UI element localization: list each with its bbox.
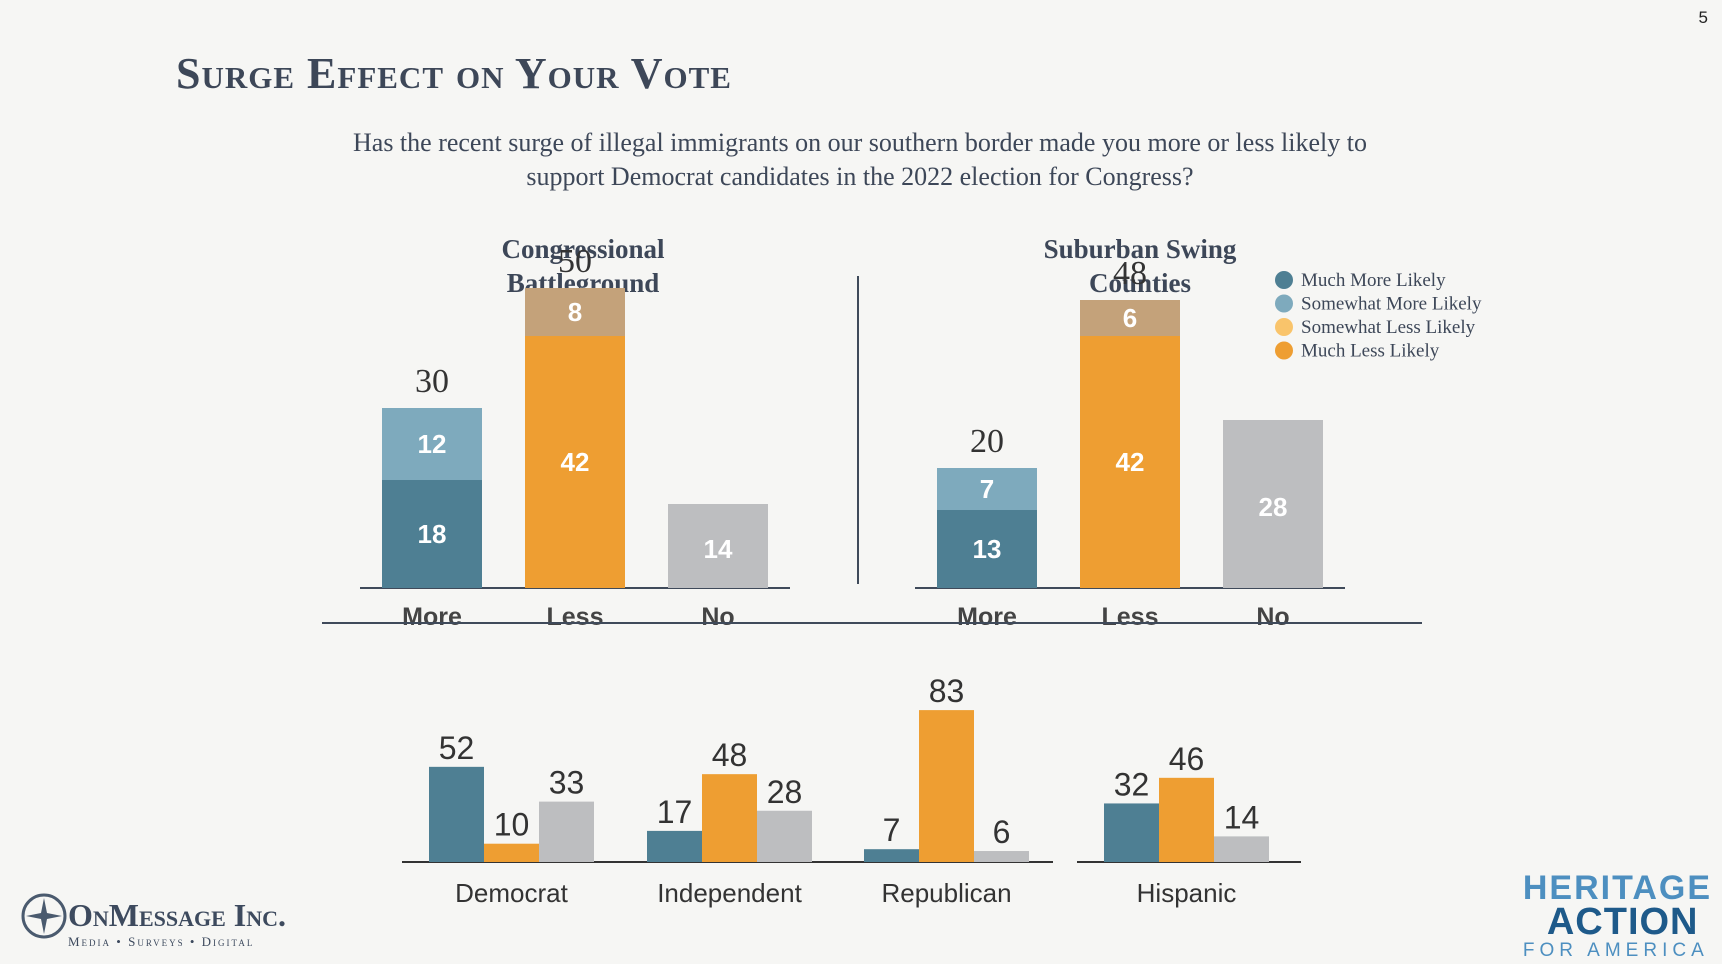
group-category-label: Republican bbox=[881, 878, 1011, 908]
group-bar-value: 33 bbox=[549, 765, 585, 801]
bar-total-label: 20 bbox=[970, 423, 1004, 460]
heritage-line2: ACTION bbox=[1546, 901, 1699, 943]
panel-title-line1: Suburban Swing bbox=[1044, 234, 1237, 264]
bar-segment bbox=[382, 480, 482, 588]
group-bar-value: 52 bbox=[439, 730, 475, 766]
bar-total-label: 48 bbox=[1113, 255, 1147, 292]
bar-value-label: 18 bbox=[418, 519, 447, 549]
bar-segment bbox=[937, 468, 1037, 510]
group-bar-value: 28 bbox=[767, 774, 803, 810]
group-bar bbox=[1214, 836, 1269, 862]
group-bar-value: 46 bbox=[1169, 741, 1205, 777]
category-label: Less bbox=[1102, 603, 1159, 631]
group-bar bbox=[1104, 803, 1159, 862]
category-label: More bbox=[402, 603, 462, 631]
bar-segment bbox=[937, 510, 1037, 588]
heritage-line3: FOR AMERICA bbox=[1522, 940, 1709, 961]
legend-swatch bbox=[1275, 294, 1293, 313]
bar-segment bbox=[525, 336, 625, 588]
bar-value-label: 12 bbox=[418, 429, 447, 459]
group-bar bbox=[919, 710, 974, 862]
bar-total-label: 50 bbox=[558, 243, 592, 280]
legend-label: Somewhat Less Likely bbox=[1301, 317, 1476, 338]
bar-value-label: 42 bbox=[1116, 447, 1145, 477]
page-number: 5 bbox=[1698, 8, 1708, 27]
category-label: More bbox=[957, 603, 1017, 631]
bar-value-label: 13 bbox=[973, 534, 1002, 564]
group-bar bbox=[1159, 777, 1214, 862]
group-bar bbox=[974, 851, 1029, 862]
question-line-2: support Democrat candidates in the 2022 … bbox=[526, 162, 1194, 191]
legend-swatch bbox=[1275, 341, 1293, 360]
legend-label: Somewhat More Likely bbox=[1301, 294, 1482, 315]
bar-value-label: 8 bbox=[568, 297, 582, 327]
group-category-label: Independent bbox=[657, 878, 802, 908]
group-bar-value: 6 bbox=[993, 814, 1011, 850]
group-bar bbox=[757, 810, 812, 862]
group-bar bbox=[864, 849, 919, 862]
group-bar-value: 10 bbox=[494, 807, 530, 843]
bar-segment bbox=[668, 504, 768, 588]
survey-question: Has the recent surge of illegal immigran… bbox=[280, 126, 1440, 194]
panel-title-line1: Congressional bbox=[501, 234, 665, 264]
question-line-1: Has the recent surge of illegal immigran… bbox=[353, 128, 1367, 157]
category-label: No bbox=[1256, 603, 1289, 631]
onmessage-name: OnMessage Inc. bbox=[68, 897, 286, 933]
onmessage-logo: OnMessage Inc. Media • Surveys • Digital bbox=[21, 893, 286, 949]
bar-segment bbox=[1080, 300, 1180, 336]
bar-value-label: 14 bbox=[704, 534, 733, 564]
group-bar bbox=[702, 774, 757, 862]
bar-value-label: 28 bbox=[1259, 492, 1288, 522]
group-bar-value: 32 bbox=[1114, 766, 1150, 802]
heritage-line1: HERITAGE bbox=[1522, 869, 1712, 907]
bar-segment bbox=[1080, 336, 1180, 588]
category-label: No bbox=[701, 603, 734, 631]
bar-segment bbox=[525, 288, 625, 336]
group-category-label: Democrat bbox=[455, 878, 568, 908]
group-bar bbox=[429, 766, 484, 862]
group-bar-value: 83 bbox=[929, 673, 965, 709]
compass-icon bbox=[21, 893, 67, 939]
legend-label: Much More Likely bbox=[1301, 270, 1446, 291]
group-bar-value: 14 bbox=[1224, 799, 1260, 835]
group-category-label: Hispanic bbox=[1137, 878, 1237, 908]
bar-total-label: 30 bbox=[415, 363, 449, 400]
bar-value-label: 42 bbox=[561, 447, 590, 477]
bar-value-label: 7 bbox=[980, 474, 994, 504]
group-bar-value: 48 bbox=[712, 737, 748, 773]
page-title: Surge Effect on Your Vote bbox=[176, 49, 732, 98]
bar-segment bbox=[1223, 420, 1323, 588]
panel-title-line2: Counties bbox=[1089, 268, 1191, 298]
category-label: Less bbox=[547, 603, 604, 631]
group-bar-value: 7 bbox=[883, 812, 901, 848]
bar-segment bbox=[382, 408, 482, 480]
group-bar bbox=[647, 830, 702, 862]
group-bar bbox=[484, 843, 539, 862]
onmessage-tagline: Media • Surveys • Digital bbox=[68, 934, 254, 949]
legend-label: Much Less Likely bbox=[1301, 341, 1440, 362]
heritage-action-logo: HERITAGE ACTION FOR AMERICA bbox=[1522, 869, 1712, 962]
group-bar bbox=[539, 801, 594, 862]
legend-swatch bbox=[1275, 318, 1293, 336]
bar-value-label: 6 bbox=[1123, 303, 1137, 333]
group-bar-value: 17 bbox=[657, 794, 693, 830]
legend-swatch bbox=[1275, 271, 1293, 289]
